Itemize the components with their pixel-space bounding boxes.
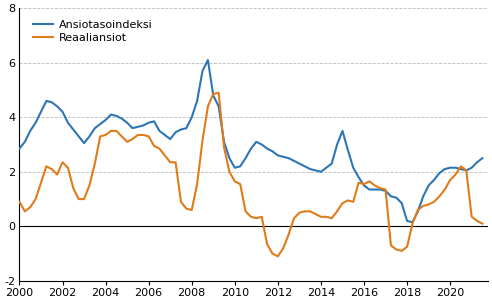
Reaaliansiot [151,144,157,148]
Ansiotasoindeksi [253,140,259,144]
Ansiotasoindeksi [409,220,415,224]
Ansiotasoindeksi [399,201,404,205]
Reaaliansiot [215,91,221,95]
Ansiotasoindeksi [151,120,157,123]
Line: Reaaliansiot: Reaaliansiot [20,93,483,256]
Legend: Ansiotasoindeksi, Reaaliansiot: Ansiotasoindeksi, Reaaliansiot [30,16,155,47]
Ansiotasoindeksi [119,117,124,120]
Reaaliansiot [92,162,98,165]
Line: Ansiotasoindeksi: Ansiotasoindeksi [20,60,483,222]
Reaaliansiot [253,216,259,220]
Ansiotasoindeksi [92,126,98,130]
Reaaliansiot [404,245,410,249]
Reaaliansiot [275,255,281,258]
Ansiotasoindeksi [205,58,211,62]
Reaaliansiot [210,92,216,96]
Ansiotasoindeksi [480,156,486,160]
Ansiotasoindeksi [17,147,23,150]
Reaaliansiot [480,222,486,225]
Reaaliansiot [119,134,124,138]
Reaaliansiot [17,200,23,204]
Ansiotasoindeksi [215,104,221,108]
